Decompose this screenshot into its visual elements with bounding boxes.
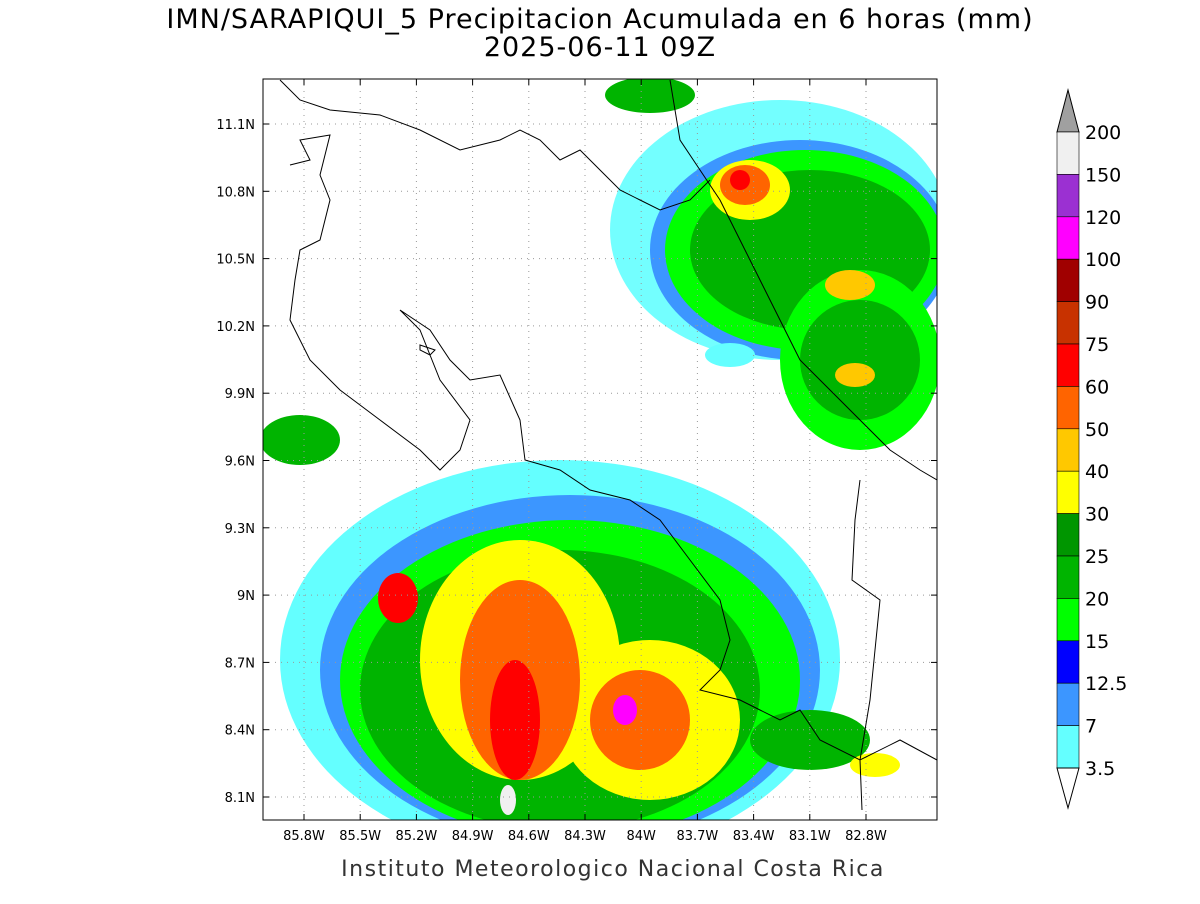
lat-label: 8.1N [225, 791, 255, 806]
lon-label: 82.8W [845, 829, 887, 844]
colorbar-label: 150 [1085, 164, 1121, 186]
lon-label: 85.5W [339, 829, 381, 844]
footer: Instituto Meteorologico Nacional Costa R… [341, 857, 885, 882]
lon-label: 83.4W [733, 829, 775, 844]
lat-label: 9.3N [225, 522, 255, 537]
lon-label: 84.9W [452, 829, 494, 844]
grid [263, 79, 937, 820]
colorbar-box [1056, 598, 1080, 642]
lat-label: 9.9N [225, 387, 255, 402]
colorbar-box [1056, 131, 1080, 175]
colorbar-label: 90 [1085, 292, 1109, 314]
colorbar-box [1056, 555, 1080, 599]
colorbar-label: 120 [1085, 207, 1121, 229]
lat-label: 10.8N [216, 185, 255, 200]
precipitation-field [263, 79, 937, 820]
colorbar-box [1056, 470, 1080, 514]
colorbar-under [1056, 767, 1080, 810]
lat-label: 9N [237, 589, 255, 604]
lat-label: 10.2N [216, 320, 255, 335]
colorbar-box [1056, 301, 1080, 345]
colorbar-label: 7 [1085, 716, 1097, 738]
lon-label: 84.6W [508, 829, 550, 844]
lon-label: 84W [626, 829, 656, 844]
colorbar-box [1056, 258, 1080, 302]
colorbar-box [1056, 428, 1080, 472]
colorbar-box [1056, 640, 1080, 684]
colorbar-label: 60 [1085, 376, 1109, 398]
lon-label: 85.8W [283, 829, 325, 844]
colorbar: 200 150 120 100 90 75 60 50 40 30 25 20 15 12.5 7 3.5 [1056, 88, 1127, 810]
lon-label: 84.3W [564, 829, 606, 844]
colorbar-label: 12.5 [1085, 673, 1127, 695]
colorbar-box [1056, 513, 1080, 557]
colorbar-box [1056, 725, 1080, 769]
colorbar-label: 50 [1085, 419, 1109, 441]
colorbar-box [1056, 386, 1080, 430]
colorbar-label: 30 [1085, 504, 1109, 526]
lat-label: 10.5N [216, 253, 255, 268]
map-frame [262, 78, 938, 821]
colorbar-box [1056, 174, 1080, 218]
coastline [279, 79, 937, 811]
axes: 11.1N 10.8N 10.5N 10.2N 9.9N 9.6N 9.3N 9N 8.7N 8.… [216, 79, 937, 844]
colorbar-label: 20 [1085, 588, 1109, 610]
lon-label: 83.7W [676, 829, 718, 844]
lat-label: 8.7N [225, 656, 255, 671]
lat-label: 8.4N [225, 724, 255, 739]
title: IMN/SARAPIQUI_5 Precipitacion Acumulada … [166, 4, 1033, 35]
colorbar-box [1056, 216, 1080, 260]
colorbar-label: 40 [1085, 461, 1109, 483]
colorbar-label: 200 [1085, 122, 1121, 144]
colorbar-label: 3.5 [1085, 758, 1115, 780]
subtitle: 2025-06-11 09Z [484, 32, 716, 63]
colorbar-over [1056, 88, 1080, 133]
colorbar-box [1056, 343, 1080, 387]
colorbar-box [1056, 682, 1080, 726]
colorbar-label: 75 [1085, 334, 1109, 356]
colorbar-label: 15 [1085, 631, 1109, 653]
colorbar-label: 100 [1085, 249, 1121, 271]
colorbar-label: 25 [1085, 546, 1109, 568]
lon-label: 85.2W [395, 829, 437, 844]
lat-label: 9.6N [225, 455, 255, 470]
lat-label: 11.1N [216, 118, 255, 133]
lon-label: 83.1W [789, 829, 831, 844]
